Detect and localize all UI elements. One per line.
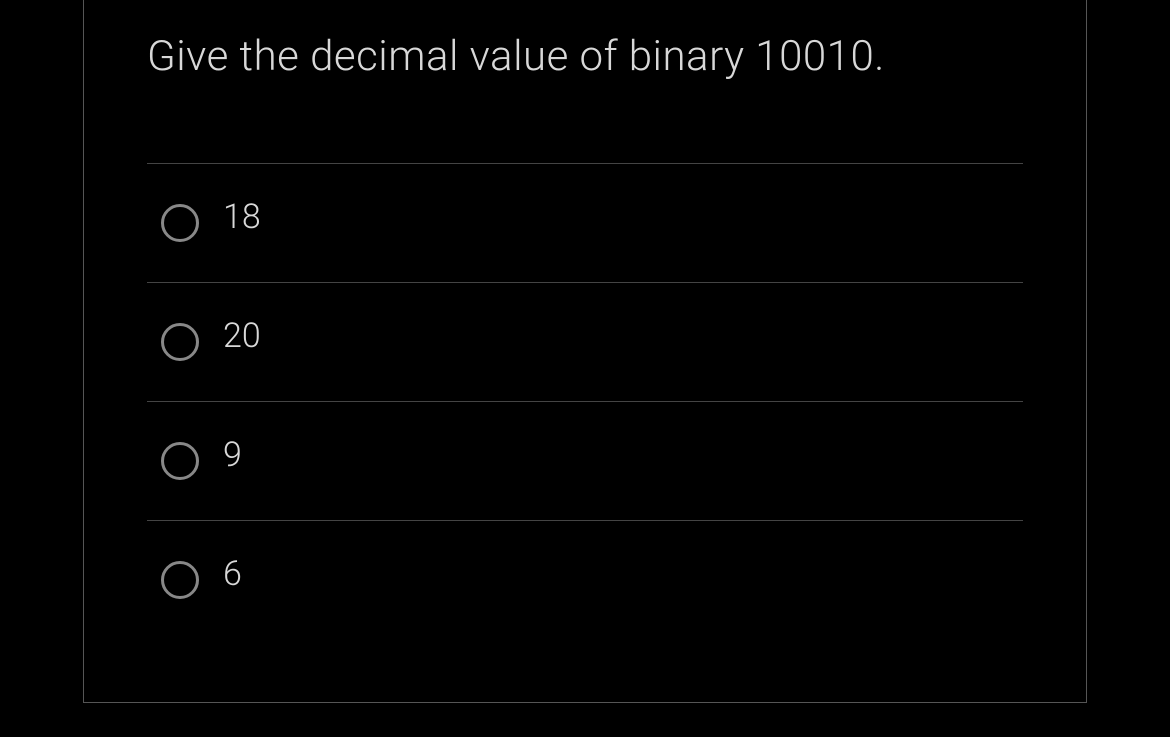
option-row[interactable]: 6 <box>147 520 1023 639</box>
question-card: Give the decimal value of binary 10010. … <box>83 0 1087 703</box>
option-label: 9 <box>223 435 242 475</box>
question-text: Give the decimal value of binary 10010. <box>147 32 885 81</box>
option-label: 6 <box>223 554 242 594</box>
option-row[interactable]: 9 <box>147 401 1023 520</box>
option-row[interactable]: 20 <box>147 282 1023 401</box>
option-row[interactable]: 18 <box>147 163 1023 282</box>
radio-unchecked-icon[interactable] <box>161 442 199 480</box>
radio-unchecked-icon[interactable] <box>161 561 199 599</box>
options-list: 18 20 9 6 <box>147 163 1023 639</box>
option-label: 20 <box>223 316 261 356</box>
option-label: 18 <box>223 197 261 237</box>
radio-unchecked-icon[interactable] <box>161 323 199 361</box>
radio-unchecked-icon[interactable] <box>161 204 199 242</box>
